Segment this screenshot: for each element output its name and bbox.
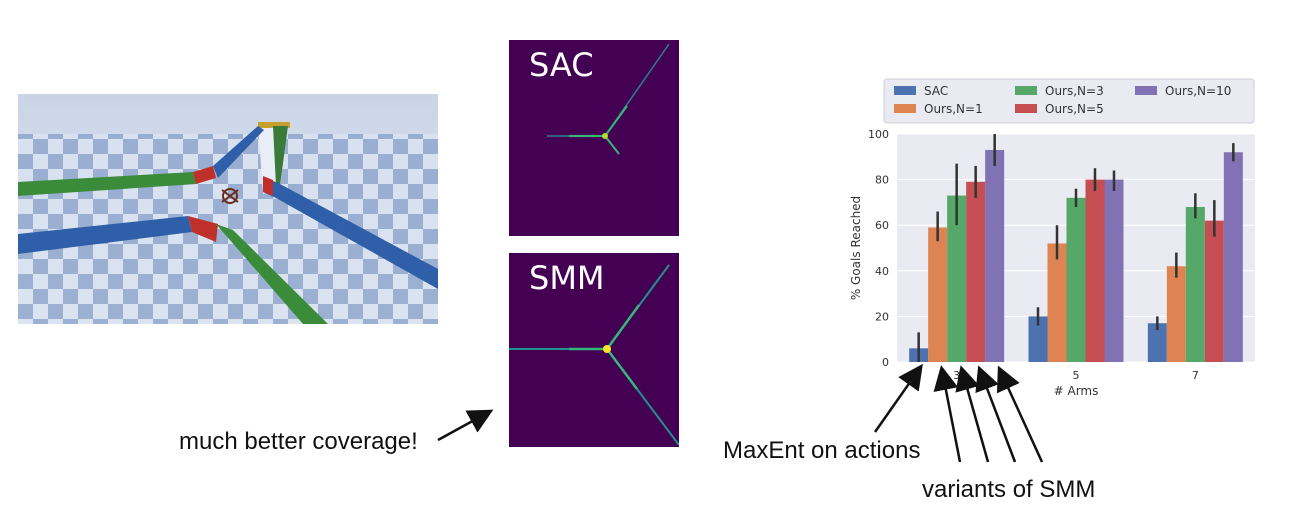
legend-swatch [894, 86, 916, 95]
sac-heatmap-trace [547, 43, 670, 155]
heatmap-title: SMM [529, 259, 605, 297]
bar [1147, 323, 1167, 362]
sac-heatmap: SAC [509, 40, 679, 236]
bar [1085, 179, 1105, 362]
bar [1047, 243, 1067, 362]
coverage-annotation: much better coverage! [179, 428, 418, 455]
bar [1223, 152, 1243, 362]
goals-reached-bar-chart: 0 20 40 60 80 100 3 5 7 # Arms % Goals Reached SAC O… [849, 78, 1255, 398]
bar [1028, 316, 1048, 362]
y-tick-label: 100 [868, 128, 889, 141]
smm-heatmap: SMM [509, 253, 679, 447]
y-tick-label: 40 [875, 265, 889, 278]
bar [1104, 179, 1124, 362]
coverage-arrow [437, 409, 494, 442]
bar [1166, 266, 1186, 362]
y-tick-label: 80 [875, 174, 889, 187]
legend-swatch [1135, 86, 1157, 95]
bar [966, 181, 986, 362]
legend-swatch [1015, 86, 1037, 95]
y-tick-label: 60 [875, 219, 889, 232]
maxent-annotation: MaxEnt on actions [723, 437, 921, 464]
legend-label: SAC [924, 84, 948, 98]
bar [1204, 220, 1224, 362]
y-tick-label: 0 [882, 356, 889, 369]
maze-scene-image [18, 94, 438, 324]
legend-label: Ours,N=10 [1165, 84, 1231, 98]
legend-swatch [894, 104, 916, 113]
bar [947, 195, 967, 362]
smm-heatmap-trace [509, 264, 679, 446]
legend-swatch [1015, 104, 1037, 113]
x-axis-label: # Arms [1054, 384, 1099, 398]
legend-label: Ours,N=1 [924, 102, 983, 116]
heatmap-title: SAC [529, 46, 594, 84]
y-tick-label: 20 [875, 310, 889, 323]
bar [1185, 206, 1205, 362]
variants-annotation: variants of SMM [922, 476, 1096, 503]
bar [928, 227, 948, 362]
x-tick-label: 3 [953, 369, 960, 382]
legend-label: Ours,N=5 [1045, 102, 1104, 116]
x-tick-label: 7 [1192, 369, 1199, 382]
bar [985, 149, 1005, 362]
x-tick-label: 5 [1073, 369, 1080, 382]
legend-box [883, 78, 1255, 124]
legend-label: Ours,N=3 [1045, 84, 1104, 98]
bar [1066, 197, 1086, 362]
y-axis-label: % Goals Reached [849, 196, 863, 300]
